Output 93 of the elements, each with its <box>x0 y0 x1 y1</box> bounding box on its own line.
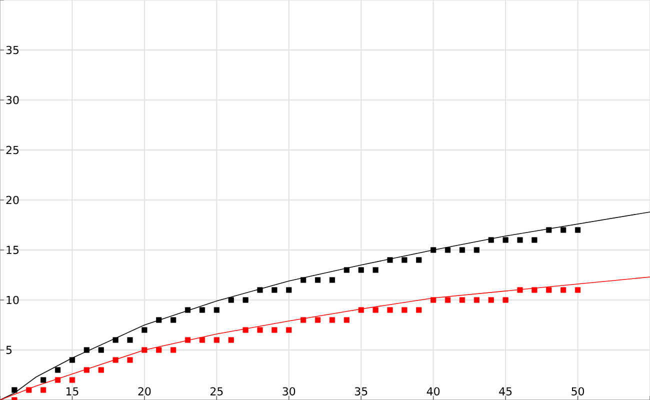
x-tick-label: 45 <box>499 387 512 396</box>
x-tick-label: 25 <box>210 387 223 396</box>
point <box>54 367 61 373</box>
point <box>156 317 162 323</box>
point <box>127 357 133 363</box>
point <box>532 237 538 243</box>
point <box>344 317 350 323</box>
point <box>517 287 523 293</box>
point <box>474 297 480 303</box>
point <box>546 287 552 293</box>
point <box>12 387 18 393</box>
point <box>517 237 523 243</box>
point <box>358 267 364 273</box>
point <box>69 377 76 383</box>
point <box>286 327 292 333</box>
point <box>474 247 480 253</box>
x-tick-label: 35 <box>354 387 368 396</box>
point <box>560 287 566 293</box>
point <box>502 237 508 243</box>
x-tick-label: 15 <box>66 387 78 396</box>
point <box>444 247 451 253</box>
point <box>272 287 278 293</box>
point <box>402 257 408 263</box>
x-tick-label: 30 <box>282 387 296 396</box>
point <box>444 297 451 303</box>
point <box>199 337 206 343</box>
y-tick-label: 15 <box>6 246 19 254</box>
x-tick-label: 20 <box>138 387 151 396</box>
point <box>84 367 90 373</box>
point <box>242 327 248 333</box>
point <box>300 317 306 323</box>
point <box>372 307 378 313</box>
point <box>170 317 176 323</box>
point <box>26 387 32 393</box>
point <box>300 277 306 283</box>
point <box>156 347 162 353</box>
point <box>112 337 118 343</box>
point <box>98 367 104 373</box>
point <box>40 387 46 393</box>
point <box>228 297 234 303</box>
point <box>430 297 436 303</box>
point <box>228 337 234 343</box>
point <box>372 267 378 273</box>
point <box>459 247 466 253</box>
x-tick-label: 50 <box>572 387 584 396</box>
point <box>84 347 90 353</box>
point <box>272 327 278 333</box>
point <box>112 357 118 363</box>
y-tick-label: 35 <box>6 46 19 54</box>
point <box>127 337 133 343</box>
point <box>199 307 206 313</box>
point <box>54 377 61 383</box>
point <box>184 307 191 313</box>
point <box>314 277 321 283</box>
point <box>142 327 148 333</box>
point <box>142 347 148 353</box>
y-tick-label: 5 <box>6 346 12 354</box>
x-tick-label: 40 <box>426 387 440 396</box>
point <box>416 257 422 263</box>
point <box>344 267 350 273</box>
y-tick-label: 10 <box>6 296 19 304</box>
y-tick-label: 30 <box>6 96 19 104</box>
point <box>502 297 508 303</box>
y-tick-label: 25 <box>6 146 19 154</box>
point <box>387 307 393 313</box>
point <box>214 337 220 343</box>
point <box>560 227 566 233</box>
point <box>546 227 552 233</box>
point <box>314 317 321 323</box>
point <box>358 307 364 313</box>
point <box>257 327 263 333</box>
point <box>459 297 466 303</box>
point <box>430 247 436 253</box>
point <box>532 287 538 293</box>
point <box>170 347 176 353</box>
point <box>416 307 422 313</box>
point <box>214 307 220 313</box>
point <box>574 227 581 233</box>
point <box>40 377 46 383</box>
point <box>574 287 581 293</box>
point <box>242 297 248 303</box>
point <box>286 287 292 293</box>
point <box>329 277 336 283</box>
point <box>257 287 263 293</box>
point <box>488 237 494 243</box>
y-tick-label: 20 <box>6 196 19 204</box>
point <box>98 347 104 353</box>
point <box>69 357 76 363</box>
point <box>184 337 191 343</box>
point <box>387 257 393 263</box>
point <box>329 317 336 323</box>
point <box>402 307 408 313</box>
point <box>488 297 494 303</box>
